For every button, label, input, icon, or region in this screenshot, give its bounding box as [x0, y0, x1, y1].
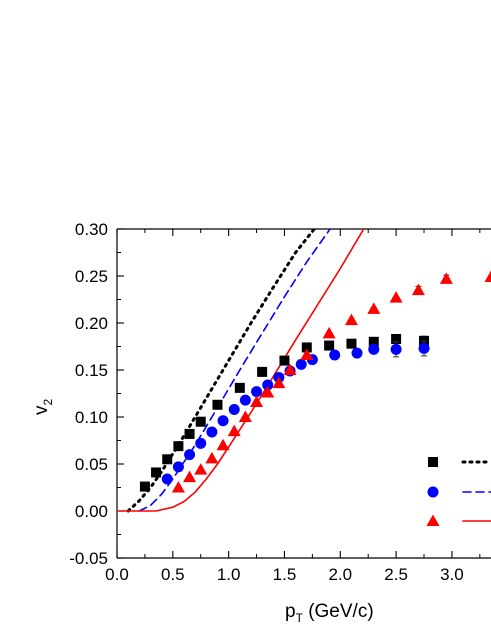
- circle-point: [418, 342, 430, 354]
- x-tick-label: 1.5: [273, 565, 297, 584]
- data-points: [139, 270, 491, 493]
- circle-point: [184, 449, 196, 461]
- circle-point: [217, 415, 229, 427]
- legend-square-marker: [428, 457, 438, 467]
- triangle-point: [411, 283, 425, 296]
- circle-point: [368, 343, 380, 355]
- triangle-point: [272, 376, 286, 389]
- circle-point: [206, 426, 218, 438]
- triangle-point: [484, 270, 491, 282]
- x-tick-label: 0.0: [105, 565, 129, 584]
- square-point: [195, 416, 206, 427]
- x-tick-label: 1.0: [217, 565, 241, 584]
- square-point: [257, 366, 268, 377]
- triangle-point: [250, 395, 264, 407]
- triangle-point: [205, 451, 219, 464]
- x-axis-title-main: p: [285, 601, 296, 622]
- triangle-point: [300, 348, 314, 360]
- y-tick-label: 0.30: [75, 220, 108, 239]
- x-tick-label: 2.5: [384, 565, 408, 584]
- y-axis-title-main: v: [31, 405, 52, 415]
- svg-text:v2: v2: [31, 399, 55, 416]
- square-point: [162, 454, 173, 465]
- triangle-point: [439, 272, 453, 284]
- curve-dotted: [126, 229, 317, 513]
- triangle-point: [183, 470, 197, 483]
- triangle-point: [322, 326, 336, 339]
- triangle-point: [227, 424, 241, 437]
- circle-point: [161, 473, 173, 485]
- triangle-point: [283, 363, 297, 375]
- y-tick-label: -0.05: [69, 549, 108, 568]
- legend: [426, 457, 491, 526]
- square-point: [324, 340, 335, 351]
- curve-solid: [117, 229, 365, 512]
- triangle-point: [261, 386, 275, 398]
- circle-point: [390, 343, 402, 355]
- square-point: [151, 467, 162, 478]
- square-point: [391, 333, 402, 344]
- x-axis-title-rest: (GeV/c): [303, 601, 374, 622]
- square-point: [279, 355, 290, 366]
- circle-point: [239, 394, 251, 406]
- y-tick-label: 0.20: [75, 314, 108, 333]
- x-axis-title-sub: T: [296, 611, 304, 625]
- y-tick-label: 0.05: [75, 455, 108, 474]
- x-axis-title: pT (GeV/c): [285, 601, 374, 625]
- circle-point: [172, 461, 184, 473]
- square-point: [139, 481, 150, 492]
- triangle-point: [194, 463, 208, 475]
- legend-circle-marker: [427, 486, 439, 498]
- square-point: [234, 382, 245, 393]
- triangle-point: [367, 302, 381, 314]
- y-axis-title: v2: [31, 399, 55, 416]
- x-tick-label: 0.5: [161, 565, 185, 584]
- tick-labels: 0.0 0.5 1.0 1.5 2.0 2.5 3.0 -0.05 0.00 0.05 0.10 0.…: [69, 220, 463, 584]
- circle-point: [329, 349, 341, 361]
- square-point: [184, 428, 195, 439]
- triangle-point: [344, 313, 358, 326]
- y-tick-label: 0.15: [75, 361, 108, 380]
- circle-point: [251, 386, 263, 398]
- square-point: [346, 338, 357, 349]
- y-axis-title-sub: 2: [41, 399, 55, 406]
- x-tick-label: 2.0: [328, 565, 352, 584]
- triangle-point: [238, 410, 252, 422]
- y-tick-label: 0.00: [75, 502, 108, 521]
- y-tick-label: 0.10: [75, 408, 108, 427]
- y-tick-label: 0.25: [75, 267, 108, 286]
- circle-point: [228, 403, 240, 415]
- circle-point: [295, 358, 307, 370]
- x-tick-label: 3.0: [440, 565, 464, 584]
- square-point: [212, 399, 223, 410]
- circle-point: [351, 347, 363, 359]
- square-point: [173, 441, 184, 452]
- square-point: [368, 336, 379, 347]
- triangle-point: [216, 438, 230, 451]
- triangle-point: [389, 291, 403, 303]
- square-point: [301, 342, 312, 353]
- axes-frame: [116, 228, 491, 559]
- legend-triangle-marker: [426, 514, 440, 526]
- triangle-point: [171, 481, 185, 493]
- circle-point: [195, 437, 207, 449]
- circle-point: [262, 379, 274, 391]
